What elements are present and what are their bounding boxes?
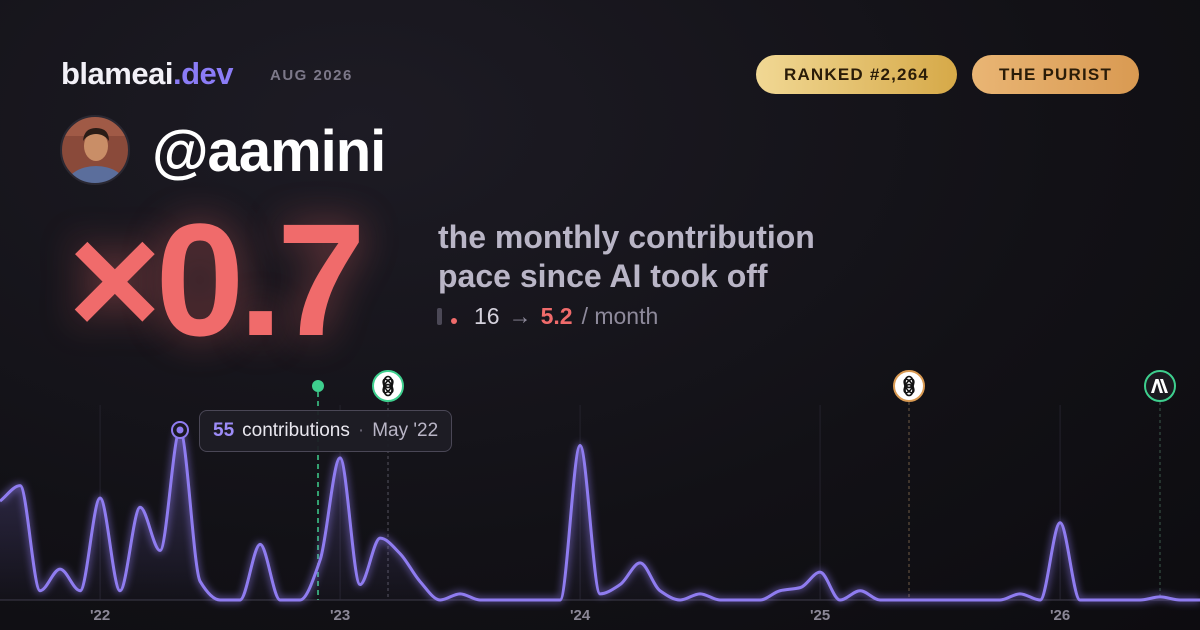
brand: blameai.dev <box>61 56 233 92</box>
event-dot <box>312 380 324 392</box>
before-swatch <box>437 308 442 325</box>
pace-arrow: → <box>508 303 532 329</box>
rank-badge: RANKED #2,264 <box>756 55 957 94</box>
area <box>0 430 1200 600</box>
avatar-ring <box>60 115 130 185</box>
handle: @aamini <box>152 119 386 184</box>
persona-badge: THE PURIST <box>972 55 1139 94</box>
x-tick-label: '23 <box>330 607 350 624</box>
after-swatch <box>451 317 457 324</box>
headline: the monthly contribution pace since AI t… <box>438 219 815 294</box>
pace-unit: / month <box>581 303 659 329</box>
x-tick-label: '22 <box>90 607 110 624</box>
pace: 16 → 5.2 / month <box>437 303 658 330</box>
tooltip-value: 55 <box>213 420 235 441</box>
brand-name: blameai <box>61 56 173 91</box>
tooltip: 55 contributions · May '22 <box>199 410 453 452</box>
pace-after: 5.2 <box>540 303 573 329</box>
highlight-dot <box>176 426 184 434</box>
openai-icon <box>372 370 404 402</box>
avatar <box>61 116 129 184</box>
tooltip-label: contributions <box>242 420 350 441</box>
x-tick-label: '24 <box>570 607 591 624</box>
anthropic-icon <box>1144 370 1176 402</box>
openai-icon <box>893 370 925 402</box>
date: AUG 2026 <box>270 67 353 84</box>
brand-tld: .dev <box>172 56 234 91</box>
x-tick-label: '25 <box>810 607 830 624</box>
tooltip-separator: · <box>357 420 365 441</box>
x-tick-label: '26 <box>1050 607 1070 624</box>
tooltip-date: May '22 <box>372 420 439 441</box>
pace-before: 16 <box>474 303 500 329</box>
multiplier: ×0.7 <box>68 190 366 369</box>
